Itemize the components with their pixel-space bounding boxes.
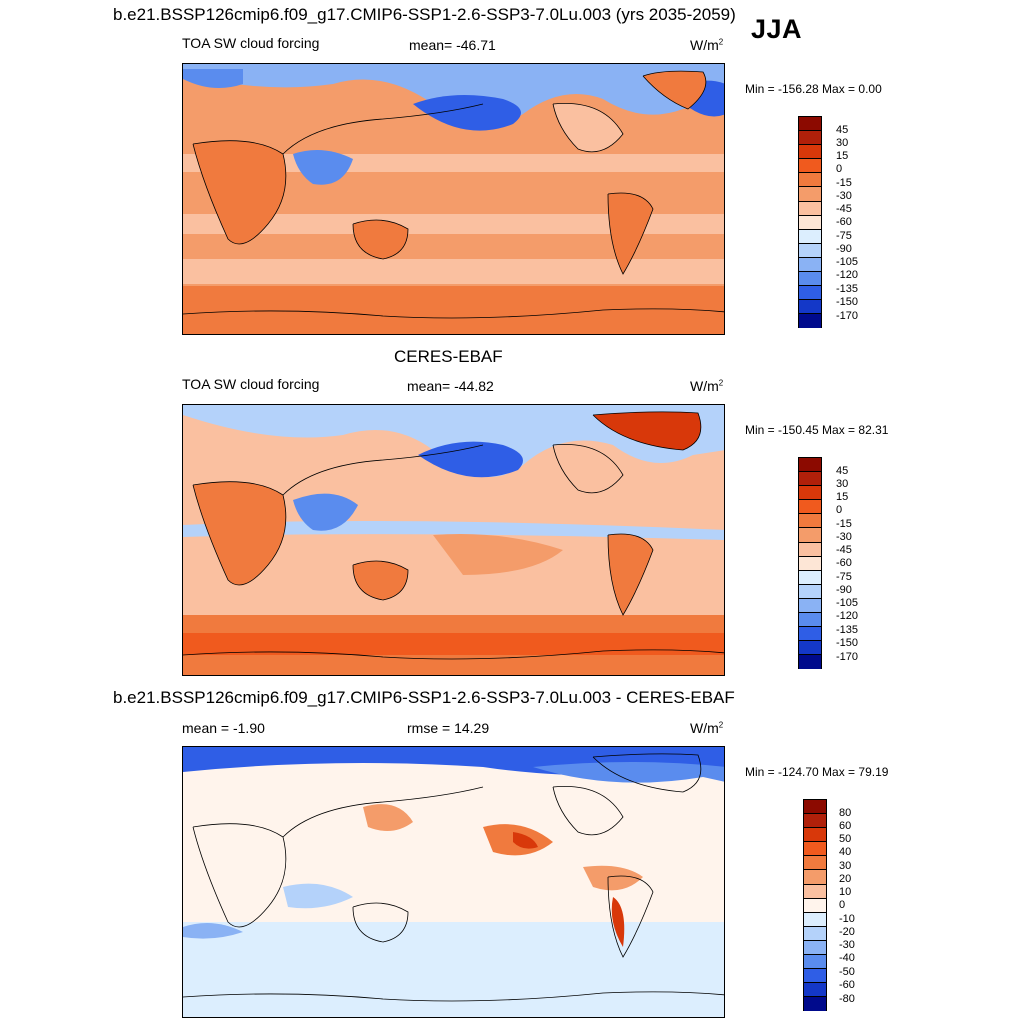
panel1-mean-label: mean= -46.71 [409,37,496,53]
panel2-tick: 15 [836,491,849,503]
panel1-tick: -30 [836,190,852,202]
panel3-tick: -40 [839,952,855,964]
panel3-tick: 80 [839,807,852,819]
panel2-minmax: Min = -150.45 Max = 82.31 [745,423,889,437]
panel2-tick: -15 [836,518,852,530]
panel2-tick: -30 [836,531,852,543]
panel2-title: CERES-EBAF [394,347,503,366]
panel1-title: b.e21.BSSP126cmip6.f09_g17.CMIP6-SSP1-2.… [113,5,736,24]
panel1-tick: -15 [836,177,852,189]
panel2-tick: -120 [836,610,859,622]
panel3-map [182,746,725,1018]
panel2-map [182,404,725,676]
panel3-units: W/m2 [690,720,724,736]
panel1-variable-label: TOA SW cloud forcing [182,35,320,51]
panel3-tick: 50 [839,833,852,845]
panel3-tick: 40 [839,846,852,858]
panel1-tick: 15 [836,150,849,162]
panel2-tick: -105 [836,597,859,609]
panel2-tick: 45 [836,465,849,477]
panel3-mean-label: mean = -1.90 [182,720,265,736]
panel2-mean-label: mean= -44.82 [407,378,494,394]
panel2-variable-label: TOA SW cloud forcing [182,376,320,392]
panel1-tick: -150 [836,296,859,308]
panel1-tick: -75 [836,230,852,242]
panel3-tick: -30 [839,939,855,951]
panel2-tick: -170 [836,651,859,663]
panel1-tick: 45 [836,124,849,136]
panel1-tick: -90 [836,243,852,255]
panel2-tick: -135 [836,624,859,636]
panel1-tick: -45 [836,203,852,215]
panel1-tick: -135 [836,283,859,295]
panel3-tick: -60 [839,979,855,991]
panel3-title: b.e21.BSSP126cmip6.f09_g17.CMIP6-SSP1-2.… [113,688,735,707]
panel3-tick: -80 [839,993,855,1005]
panel3-minmax: Min = -124.70 Max = 79.19 [745,765,889,779]
panel3-tick: 20 [839,873,852,885]
panel2-tick: -45 [836,544,852,556]
panel3-colorbar [803,799,827,1012]
panel1-tick: -60 [836,216,852,228]
panel2-colorbar [798,457,822,670]
panel2-units: W/m2 [690,378,724,394]
panel1-tick: 0 [836,163,843,175]
panel3-rmse-label: rmse = 14.29 [407,720,490,736]
panel3-tick: -20 [839,926,855,938]
panel1-map [182,63,725,335]
panel3-tick: -10 [839,913,855,925]
panel1-tick: -105 [836,256,859,268]
panel3-tick: -50 [839,966,855,978]
panel2-tick: -60 [836,557,852,569]
panel3-tick: 60 [839,820,852,832]
panel2-tick: -75 [836,571,852,583]
panel3-tick: 0 [839,899,846,911]
panel2-tick: -90 [836,584,852,596]
panel1-minmax: Min = -156.28 Max = 0.00 [745,82,882,96]
panel3-tick: 30 [839,860,852,872]
panel1-tick: -170 [836,310,859,322]
panel1-tick: -120 [836,269,859,281]
panel2-tick: 0 [836,504,843,516]
season-label: JJA [751,14,803,44]
panel2-tick: 30 [836,478,849,490]
panel1-tick: 30 [836,137,849,149]
panel2-tick: -150 [836,637,859,649]
panel1-units: W/m2 [690,37,724,53]
panel1-colorbar [798,116,822,329]
panel3-tick: 10 [839,886,852,898]
